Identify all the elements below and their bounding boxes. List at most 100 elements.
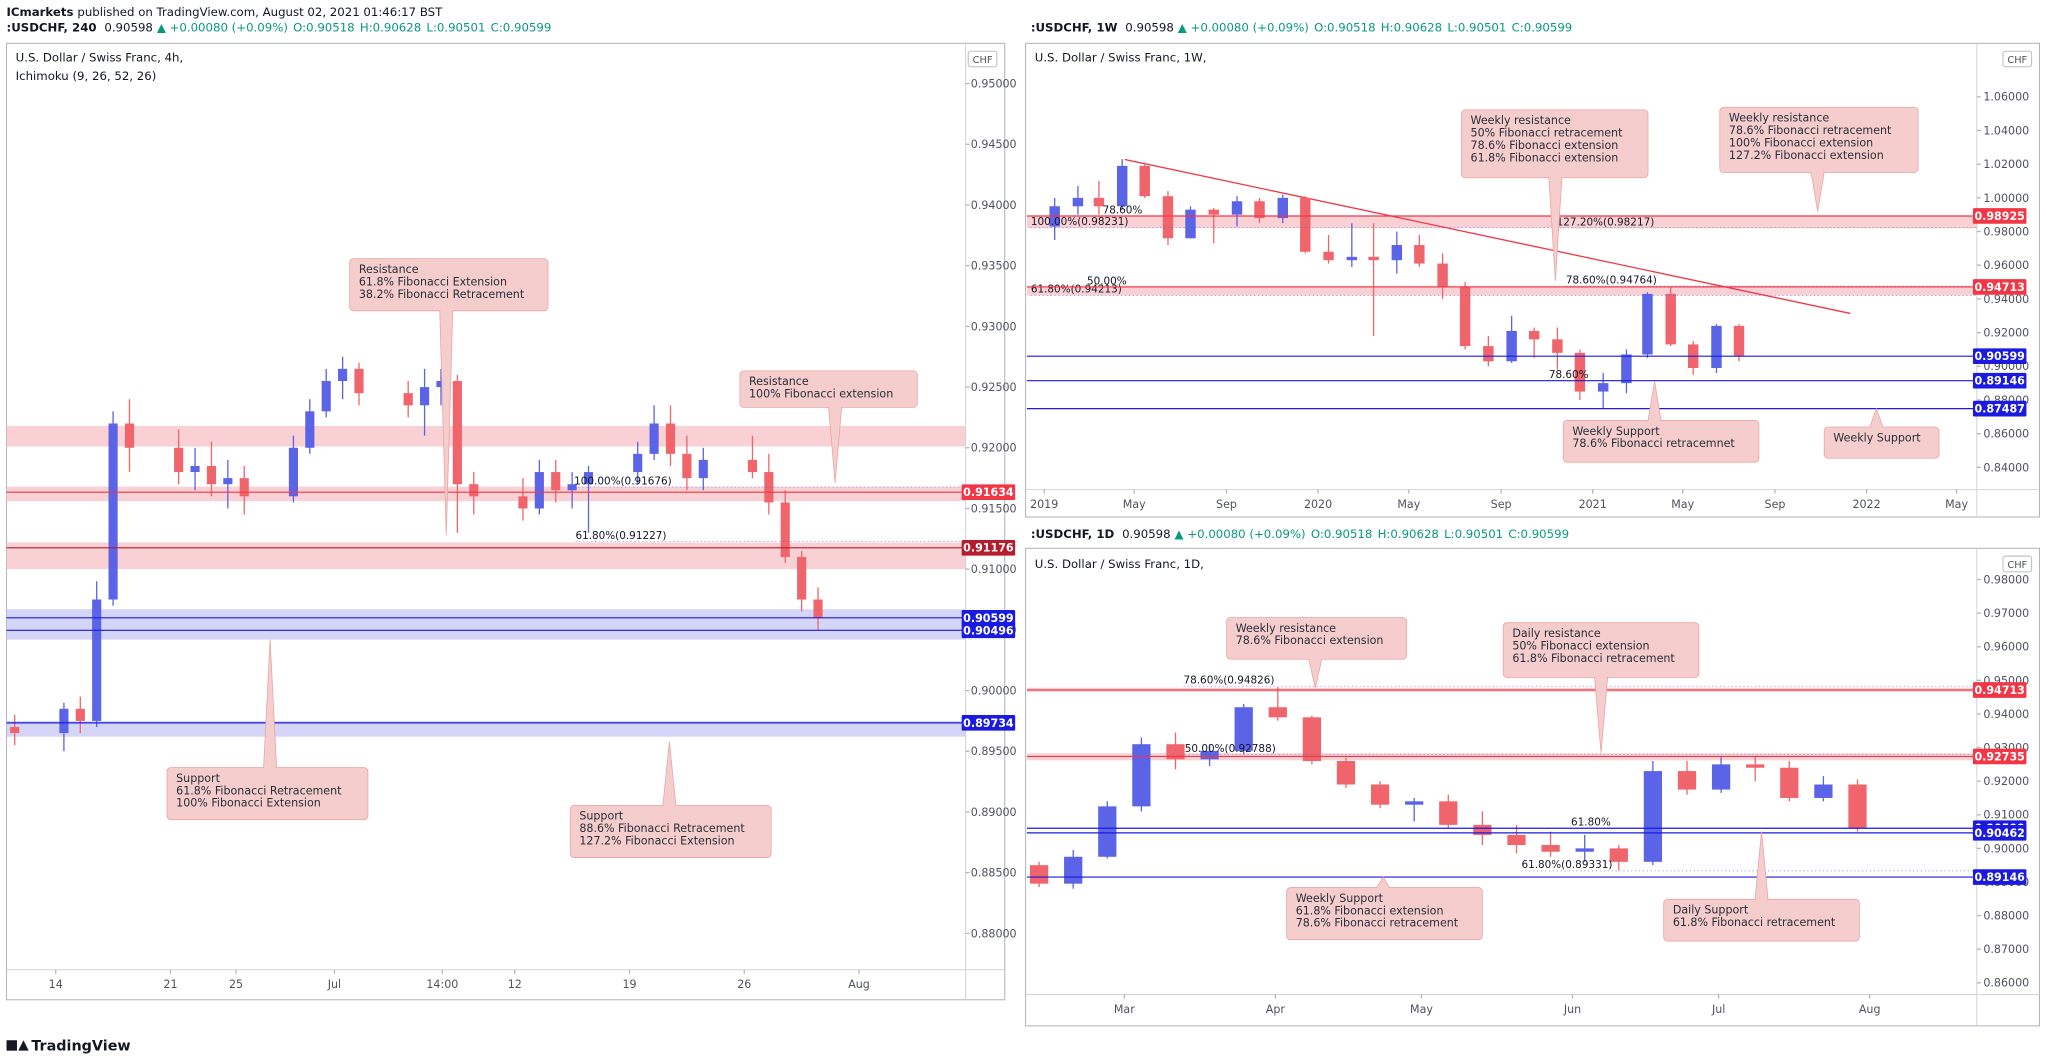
last-price: 0.90598 [1122, 527, 1171, 541]
y-tick-label: 1.06000 [1983, 91, 2029, 104]
callout-text: 78.6% Fibonacci extension [1236, 634, 1384, 647]
candle-body [1323, 251, 1334, 261]
currency-box [967, 50, 998, 68]
ohlc-value: H:0.90628 [360, 21, 421, 35]
candle-body [108, 423, 118, 600]
candle-body [1437, 263, 1448, 288]
candle-body [1302, 717, 1322, 762]
candle-body [1733, 325, 1745, 357]
callout-seam [1309, 657, 1322, 661]
candle-body [1162, 196, 1174, 239]
ohlc-value: O:0.90518 [1311, 527, 1373, 541]
callout-text: 61.8% Fibonacci extension [1471, 151, 1619, 164]
level-label-box [1972, 348, 2027, 365]
candle-body [747, 459, 758, 473]
candle-body [1234, 707, 1253, 751]
callout-seam [1595, 676, 1607, 679]
y-tick-label: 0.92000 [971, 442, 1017, 455]
y-tick-label: 0.89000 [971, 806, 1017, 819]
candle-body [1254, 201, 1265, 219]
candle-body [305, 411, 315, 448]
x-tick-label: 26 [737, 978, 751, 991]
candle-body [174, 447, 184, 473]
candle-body [1552, 339, 1563, 353]
logo-part [18, 1040, 29, 1051]
zone [6, 486, 966, 502]
callout-text: 127.2% Fibonacci Extension [579, 835, 734, 848]
callout-seam [1755, 898, 1768, 901]
candle-body [764, 472, 774, 503]
callout-text: Weekly Support [1296, 892, 1384, 905]
callout-seam [1870, 425, 1883, 429]
candle-body [1575, 848, 1594, 852]
callout-text: 88.6% Fibonacci Retracement [579, 822, 745, 835]
ohlc-value: H:0.90628 [1378, 527, 1439, 541]
callout-seam [264, 766, 276, 769]
candle-body [583, 472, 594, 485]
callout-seam [1648, 419, 1661, 422]
callout-text: Daily resistance [1512, 627, 1601, 640]
level-label-box [961, 715, 1016, 731]
x-tick-label: 2020 [1304, 498, 1332, 511]
candle-body [649, 423, 659, 454]
level-label: 0.98925 [1974, 210, 2024, 223]
candle-body [682, 453, 692, 479]
level-label-box [961, 539, 1016, 556]
ohlc-value: O:0.90518 [293, 21, 355, 35]
level-label: 0.91176 [963, 542, 1014, 555]
candle-body [1116, 165, 1128, 207]
y-tick-label: 0.84000 [1983, 461, 2029, 474]
fib-label: 50.00%(0.92788) [1185, 743, 1276, 755]
callout-text: 61.8% Fibonacci extension [1296, 904, 1444, 917]
symbol: :USDCHF, 1D [1031, 527, 1115, 541]
callout-text: 50% Fibonacci retracement [1471, 127, 1624, 140]
callout-text: Weekly Support [1833, 431, 1921, 444]
chart-title: U.S. Dollar / Swiss Franc, 1W, [1035, 51, 1207, 65]
candle-body [1208, 209, 1219, 215]
level-label: 0.94713 [1974, 281, 2024, 294]
candle-body [1665, 293, 1676, 345]
candle-body [59, 708, 69, 734]
candle-body [1370, 784, 1390, 805]
tv-logo: TradingView [6, 1039, 131, 1055]
candle-body [1643, 771, 1663, 862]
callout-text: Resistance [749, 375, 809, 388]
level-label: 0.87487 [1974, 403, 2024, 416]
x-tick-label: 2022 [1852, 498, 1880, 511]
candle-body [1268, 707, 1287, 718]
publisher-line: ICmarkets published on TradingView.com, A… [7, 5, 444, 19]
callout-text: 61.8% Fibonacci Extension [359, 275, 507, 288]
candle-body [206, 465, 217, 485]
y-tick-label: 1.00000 [1983, 192, 2029, 205]
fib-label: 78.60%(0.94826) [1183, 675, 1274, 687]
y-tick-label: 0.92500 [971, 381, 1017, 394]
callout-text: 78.6% Fibonacci retracemnet [1572, 437, 1735, 450]
x-tick-label: 14:00 [426, 978, 458, 991]
zone [6, 720, 966, 737]
candle-body [288, 447, 298, 497]
candle-body [567, 484, 577, 491]
candle-body [1507, 834, 1526, 846]
callout-text: 127.2% Fibonacci extension [1729, 149, 1884, 162]
level-label-box [961, 610, 1016, 626]
indicator-label: Ichimoku (9, 26, 52, 26) [16, 69, 157, 83]
callout-text: 100% Fibonacci extension [749, 388, 893, 401]
candle-body [1642, 293, 1653, 355]
y-tick-label: 0.93000 [971, 320, 1017, 333]
x-tick-label: May [1123, 498, 1146, 511]
y-tick-label: 0.94000 [1983, 708, 2029, 721]
callout-text: 78.6% Fibonacci extension [1471, 139, 1619, 152]
candle-body [124, 423, 135, 448]
x-tick-label: Mar [1114, 1003, 1135, 1016]
y-tick-label: 0.92000 [1983, 327, 2029, 340]
y-tick-label: 0.92000 [1983, 775, 2029, 788]
zone [6, 609, 966, 640]
candle-body [1848, 784, 1867, 829]
candle-body [1093, 197, 1105, 207]
candle-body [452, 381, 462, 485]
candle-body [1368, 256, 1379, 261]
candle-body [813, 599, 823, 618]
last-price: 0.90598 [104, 21, 153, 35]
callout-text: Weekly Support [1572, 425, 1660, 438]
candle-body [534, 472, 544, 509]
